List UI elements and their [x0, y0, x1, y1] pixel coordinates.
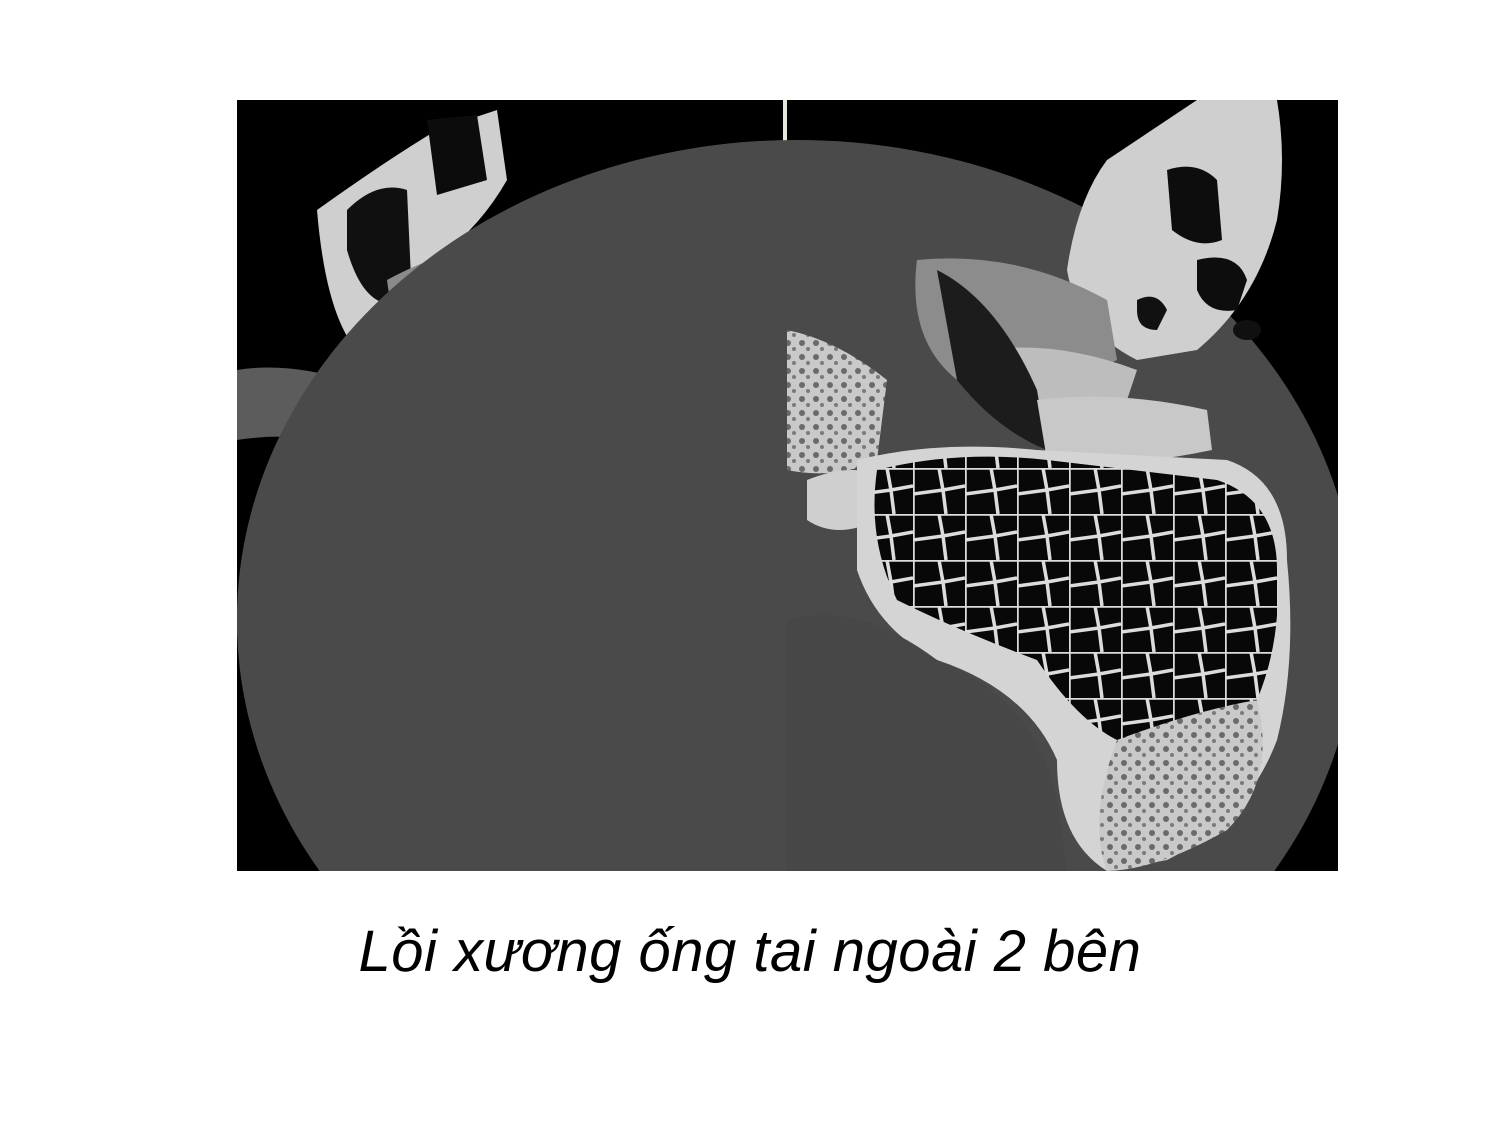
slide-caption: Lồi xương ống tai ngoài 2 bên — [358, 919, 1142, 984]
ct-scan-image — [237, 100, 1338, 871]
right-ear-axial-ct — [237, 100, 1338, 871]
